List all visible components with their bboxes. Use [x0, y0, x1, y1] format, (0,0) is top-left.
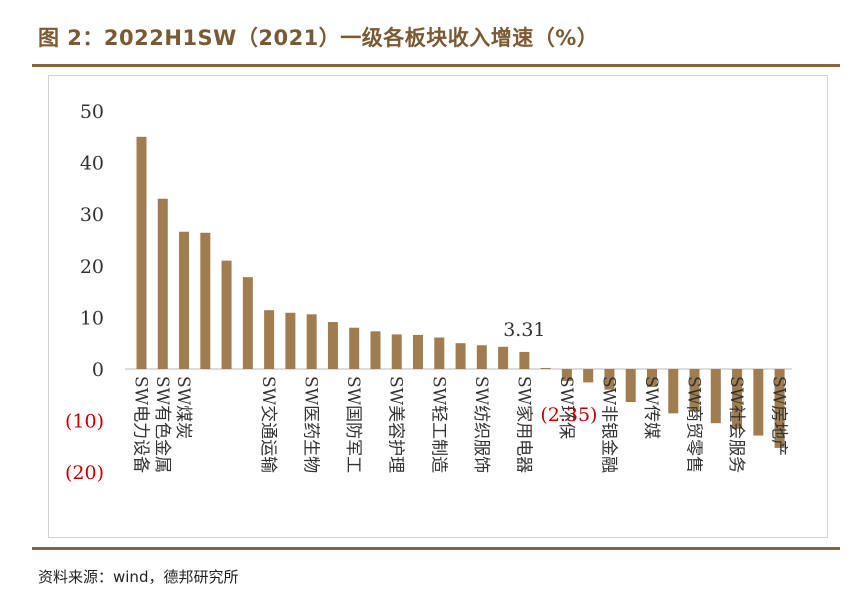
y-axis-tick-labels: 50 40 30 20 10 0 (10) (20)	[65, 101, 104, 484]
bar	[242, 277, 253, 369]
bar	[646, 369, 657, 388]
x-category-label: SW传媒	[641, 376, 661, 439]
bar	[306, 314, 317, 369]
x-category-label: SW房地产	[769, 376, 789, 456]
bar-series	[136, 136, 785, 448]
bar	[689, 369, 700, 412]
data-label: 3.31	[503, 319, 545, 341]
bar	[519, 351, 530, 369]
y-tick-label: 40	[80, 153, 104, 175]
bar	[604, 369, 615, 390]
x-category-label: SW煤炭	[173, 376, 193, 439]
chart-title: 图 2：2022H1SW（2021）一级各板块收入增速（%）	[38, 26, 599, 50]
bar	[732, 369, 743, 429]
x-category-label: SW家用电器	[513, 376, 533, 473]
x-category-label: SW纺织服饰	[471, 376, 491, 473]
y-tick-label: 50	[80, 101, 104, 123]
header-rule	[32, 64, 840, 67]
x-category-label: SW医药生物	[301, 376, 321, 473]
bar	[455, 343, 466, 369]
y-tick-label: (10)	[65, 411, 104, 433]
y-tick-label: 30	[80, 204, 104, 226]
y-tick-label: 20	[80, 256, 104, 278]
bar	[540, 367, 551, 369]
data-label: (2.35)	[540, 404, 597, 426]
y-tick-label: 0	[92, 359, 104, 381]
bar	[370, 331, 381, 369]
bar	[413, 334, 424, 369]
bar	[349, 327, 360, 369]
x-category-label: SW商贸零售	[684, 376, 704, 473]
chart-frame	[48, 75, 828, 538]
bar	[434, 337, 445, 369]
bar	[157, 198, 168, 369]
bar	[285, 312, 296, 369]
x-category-label: SW环保	[556, 376, 576, 439]
bar	[753, 369, 764, 436]
bar	[327, 322, 338, 369]
bar	[179, 231, 190, 369]
bar	[668, 369, 679, 414]
x-category-label: SW国防军工	[343, 376, 363, 473]
bar	[476, 345, 487, 369]
x-category-label: SW交通运输	[258, 376, 278, 473]
bar	[391, 334, 402, 369]
x-category-label: SW电力设备	[131, 376, 151, 473]
x-category-label: SW非银金融	[598, 376, 618, 473]
bar	[583, 369, 594, 383]
bar	[136, 136, 147, 369]
data-labels: 3.31 (2.35)	[503, 319, 597, 426]
bar	[221, 260, 232, 369]
footer-rule	[32, 547, 840, 550]
x-category-label: SW有色金属	[152, 376, 172, 473]
bar	[264, 310, 275, 369]
x-category-label: SW轻工制造	[428, 376, 448, 473]
bar	[498, 346, 509, 369]
bar	[200, 232, 211, 369]
source-note: 资料来源：wind，德邦研究所	[38, 568, 239, 586]
y-tick-label: (20)	[65, 462, 104, 484]
y-tick-label: 10	[80, 307, 104, 329]
bar	[561, 369, 572, 382]
bar	[625, 369, 636, 403]
x-category-label: SW美容护理	[386, 376, 406, 473]
bar	[774, 369, 785, 448]
bar	[710, 369, 721, 424]
x-category-label: SW社会服务	[726, 376, 746, 473]
